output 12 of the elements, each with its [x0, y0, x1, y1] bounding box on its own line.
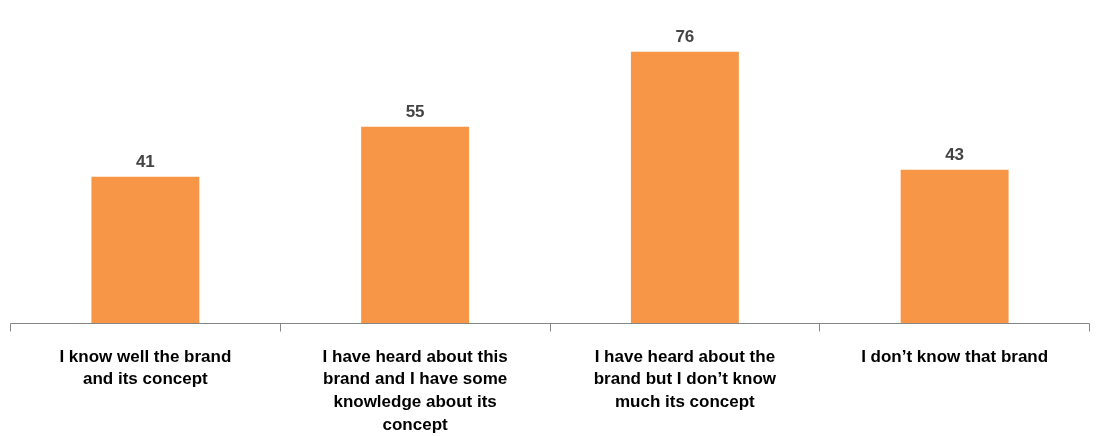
- data-label: 43: [945, 144, 965, 164]
- x-tick-label: I have heard about this brand and I have some knowledge about its concept: [322, 346, 508, 434]
- data-label: 76: [675, 26, 695, 46]
- data-label: 41: [135, 151, 155, 171]
- bar: [361, 126, 470, 324]
- x-tick-label: I have heard about the brand but I don’t know much its concept: [593, 346, 777, 412]
- x-tick-label: I don’t know that brand: [861, 346, 1049, 366]
- bar: [91, 176, 200, 324]
- x-tick-label: I know well the brand and its concept: [59, 346, 232, 389]
- bar: [630, 51, 739, 324]
- data-label: 55: [405, 101, 425, 121]
- bar: [900, 169, 1009, 324]
